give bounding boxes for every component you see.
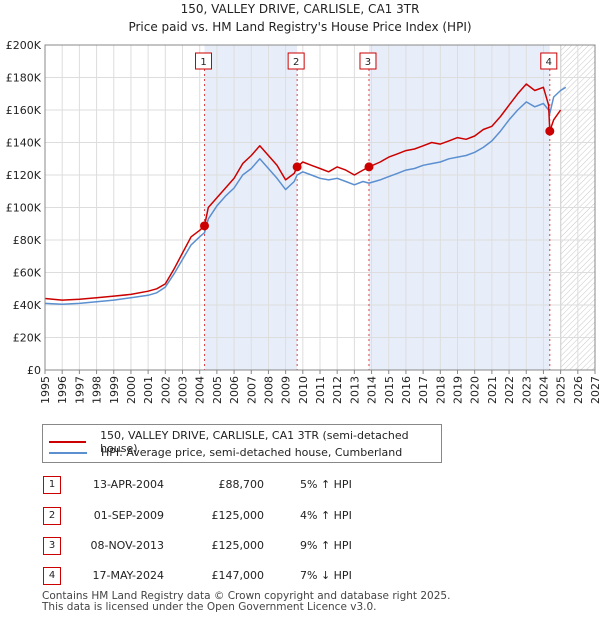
y-tick-label: £60K (13, 267, 42, 280)
table-row: 2 01-SEP-2009 £125,000 4% ↑ HPI (42, 505, 462, 525)
x-tick-label: 1997 (73, 376, 86, 404)
footer: Contains HM Land Registry data © Crown c… (42, 591, 450, 613)
legend-item-property: 150, VALLEY DRIVE, CARLISLE, CA1 3TR (se… (49, 429, 441, 455)
footer-licence: This data is licensed under the Open Gov… (42, 601, 377, 613)
x-tick-label: 2023 (520, 376, 533, 404)
chart-title: 150, VALLEY DRIVE, CARLISLE, CA1 3TR (181, 2, 420, 16)
transaction-date: 08-NOV-2013 (90, 539, 164, 552)
x-tick-label: 2002 (159, 376, 172, 404)
hpi-series-line (44, 86, 567, 305)
transaction-badge: 2 (43, 507, 61, 525)
x-tick-label: 2026 (572, 376, 585, 404)
transaction-point (200, 221, 209, 231)
transaction-badge: 3 (43, 537, 61, 555)
y-tick-label: £100K (6, 202, 42, 215)
x-tick-label: 2000 (125, 376, 138, 404)
transaction-hpi-diff: 5% ↑ HPI (300, 478, 352, 491)
x-tick-label: 1995 (39, 376, 52, 404)
x-tick-label: 2021 (486, 376, 499, 404)
legend: 150, VALLEY DRIVE, CARLISLE, CA1 3TR (se… (42, 424, 442, 463)
transaction-date: 17-MAY-2024 (92, 569, 164, 582)
y-tick-label: £180K (6, 72, 42, 85)
y-tick-label: £40K (13, 299, 42, 312)
transaction-label: 4 (546, 57, 552, 68)
transaction-point (364, 162, 374, 172)
transaction-price: £88,700 (218, 478, 265, 491)
transaction-badge: 1 (43, 476, 61, 494)
transaction-hpi-diff: 7% ↓ HPI (300, 569, 352, 582)
x-tick-label: 2012 (331, 376, 344, 404)
y-tick-label: £0 (27, 364, 41, 377)
x-tick-label: 2022 (503, 376, 516, 404)
x-tick-label: 2015 (383, 376, 396, 404)
x-tick-label: 2016 (400, 376, 413, 404)
chart-subtitle: Price paid vs. HM Land Registry's House … (128, 20, 471, 34)
y-tick-label: £200K (6, 39, 42, 52)
x-tick-label: 2001 (142, 376, 155, 404)
transaction-point (292, 162, 302, 172)
table-row: 4 17-MAY-2024 £147,000 7% ↓ HPI (42, 565, 462, 585)
transaction-date: 01-SEP-2009 (93, 509, 164, 522)
plot-frame (44, 44, 596, 371)
x-tick-label: 2018 (434, 376, 447, 404)
legend-label-property: 150, VALLEY DRIVE, CARLISLE, CA1 3TR (se… (100, 429, 409, 455)
transaction-label-box (540, 52, 558, 70)
x-tick-label: 2017 (417, 376, 430, 404)
x-tick-label: 2025 (555, 376, 568, 404)
x-tick-label: 2014 (366, 376, 379, 404)
y-tick-label: £80K (13, 234, 42, 247)
transaction-price: £125,000 (211, 509, 265, 522)
x-tick-label: 2010 (297, 376, 310, 404)
property-series-line (44, 83, 562, 301)
x-tick-label: 1998 (91, 376, 104, 404)
transaction-label: 1 (200, 57, 206, 68)
transaction-price: £147,000 (211, 569, 265, 582)
x-tick-label: 2003 (177, 376, 190, 404)
y-tick-label: £20K (13, 332, 42, 345)
x-tick-label: 2009 (280, 376, 293, 404)
x-tick-label: 2013 (348, 376, 361, 404)
x-tick-label: 1999 (108, 376, 121, 404)
transaction-point (545, 126, 555, 136)
x-tick-label: 2008 (262, 376, 275, 404)
legend-label-hpi: HPI: Average price, semi-detached house,… (101, 446, 403, 459)
x-tick-label: 2006 (228, 376, 241, 404)
x-tick-label: 2005 (211, 376, 224, 404)
x-tick-label: 2007 (245, 376, 258, 404)
x-tick-label: 2024 (537, 376, 550, 404)
transaction-price: £125,000 (211, 539, 265, 552)
legend-swatch-property (49, 441, 87, 443)
transaction-label-box (195, 52, 212, 70)
y-tick-label: £140K (6, 137, 42, 150)
x-tick-label: 2027 (589, 376, 600, 404)
y-tick-label: £160K (6, 104, 42, 117)
transaction-label: 2 (293, 57, 299, 68)
x-tick-label: 1996 (56, 376, 69, 404)
legend-swatch-hpi (49, 451, 87, 454)
x-tick-label: 2019 (452, 376, 465, 404)
transaction-badge: 4 (43, 567, 61, 585)
x-tick-label: 2020 (469, 376, 482, 404)
legend-item-hpi: HPI: Average price, semi-detached house,… (49, 446, 402, 459)
transaction-hpi-diff: 4% ↑ HPI (300, 509, 352, 522)
price-chart: 150, VALLEY DRIVE, CARLISLE, CA1 3TR Pri… (6, 2, 600, 404)
y-tick-label: £120K (6, 169, 42, 182)
transaction-label-box (359, 52, 377, 70)
table-row: 1 13-APR-2004 £88,700 5% ↑ HPI (42, 474, 462, 494)
table-row: 3 08-NOV-2013 £125,000 9% ↑ HPI (42, 535, 462, 555)
x-tick-label: 2004 (194, 376, 207, 404)
transaction-hpi-diff: 9% ↑ HPI (300, 539, 352, 552)
transaction-label: 3 (365, 57, 371, 68)
transaction-date: 13-APR-2004 (92, 478, 164, 491)
transaction-label-box (287, 52, 305, 70)
x-tick-label: 2011 (314, 376, 327, 404)
footer-copyright: Contains HM Land Registry data © Crown c… (42, 590, 451, 602)
